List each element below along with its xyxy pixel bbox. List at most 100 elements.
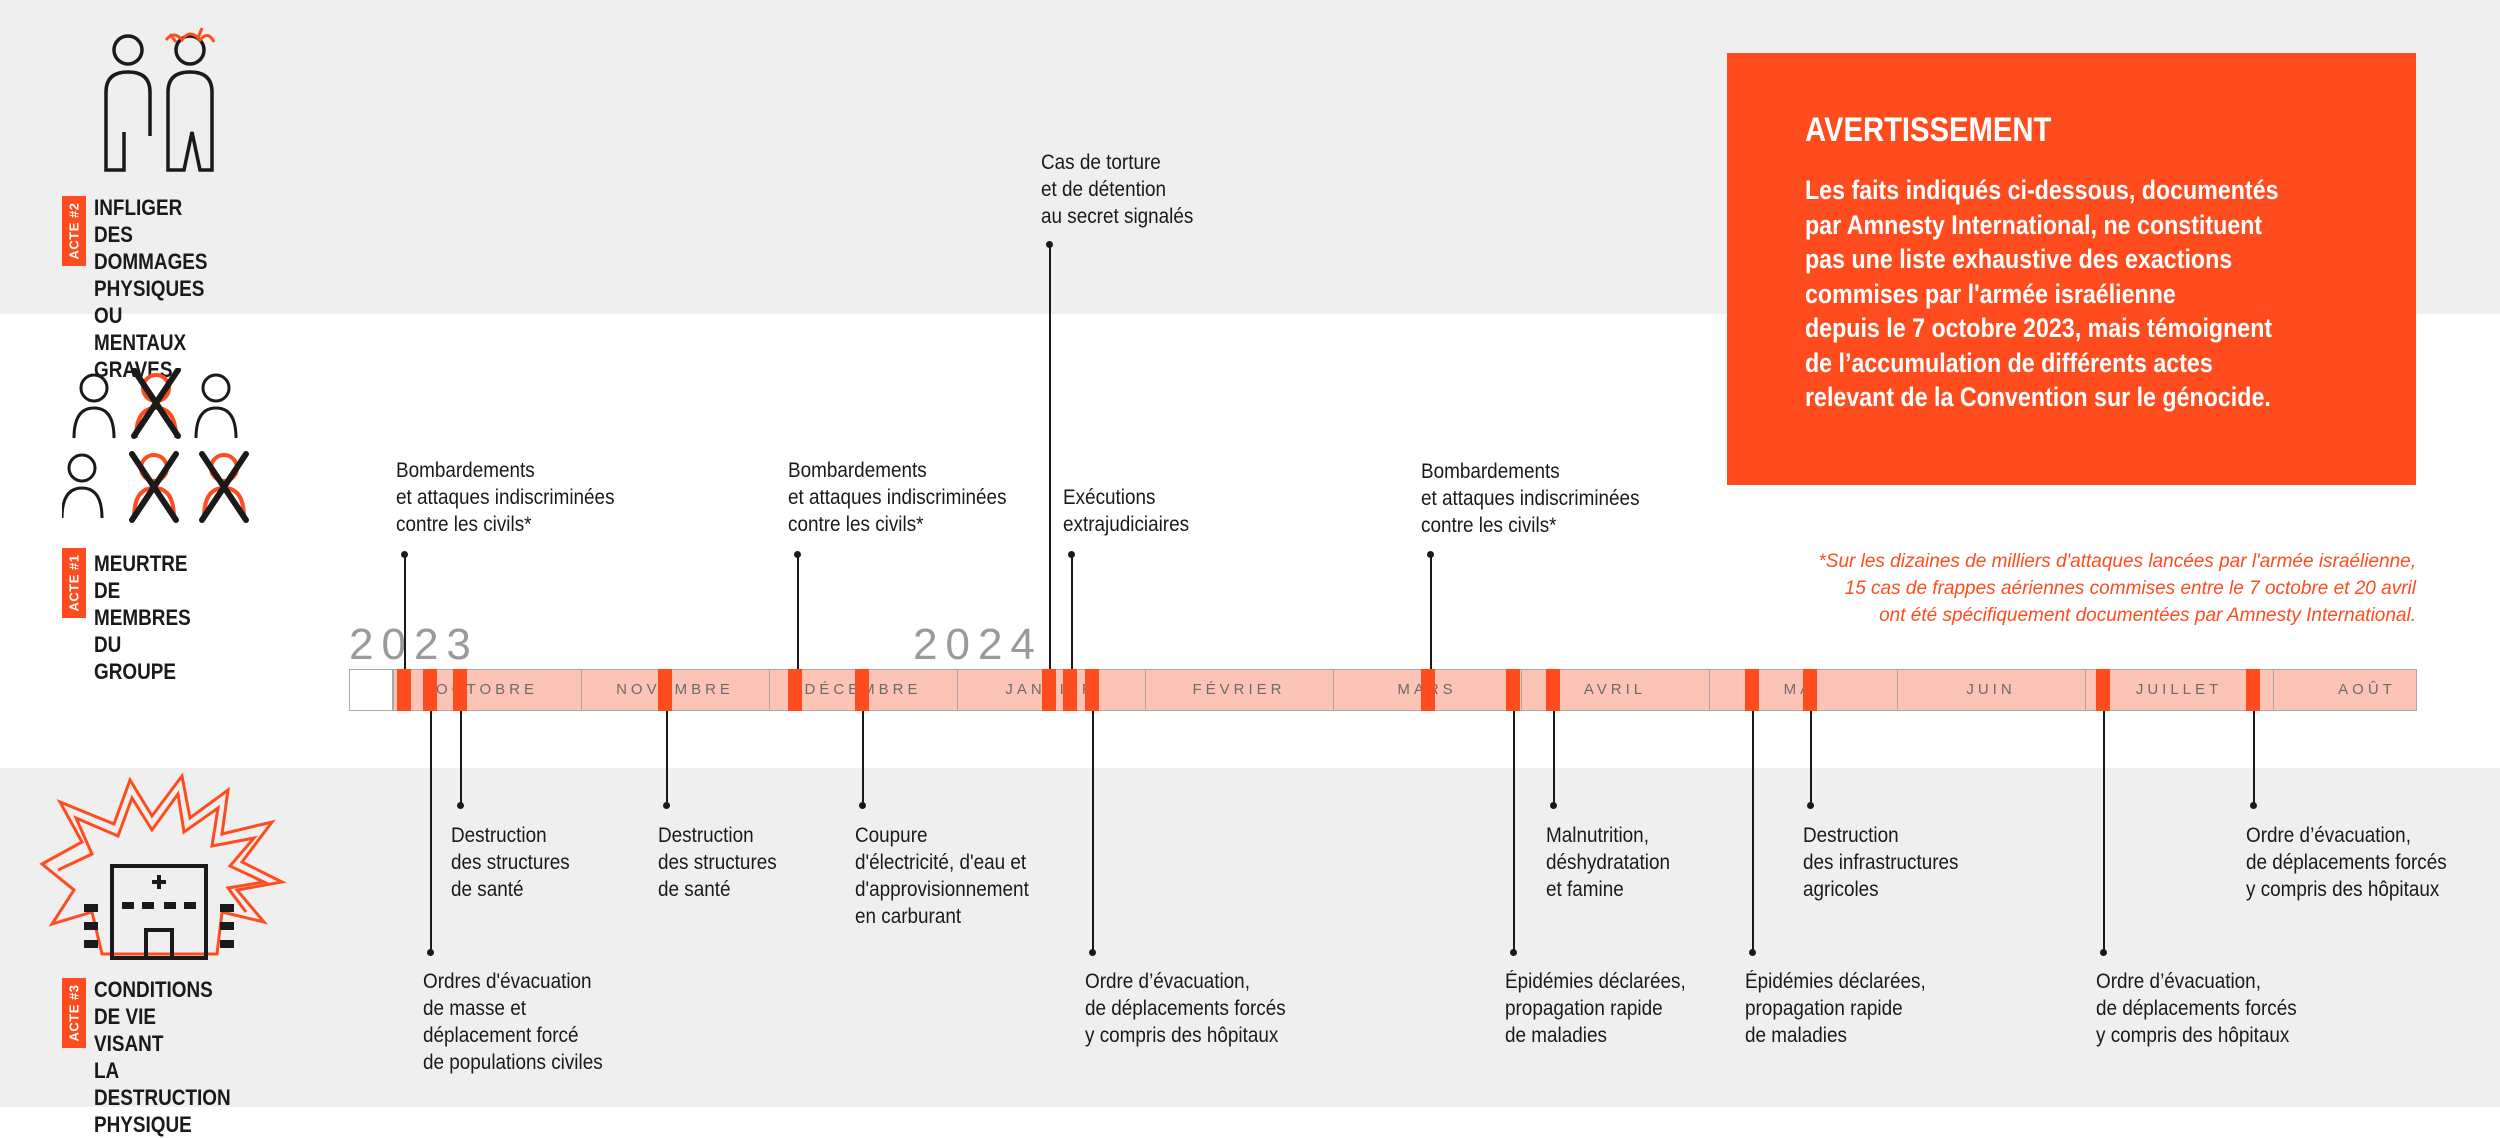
event-connector-dot xyxy=(401,551,408,558)
event-connector-line xyxy=(862,711,864,805)
event-connector-dot xyxy=(2250,802,2257,809)
timeline-divider xyxy=(769,669,770,711)
event-coupure-electricite: Coupure d'électricité, d'eau et d'approv… xyxy=(855,824,1029,928)
event-connector-dot xyxy=(1550,802,1557,809)
timeline-divider xyxy=(957,669,958,711)
timeline-month: JUIN xyxy=(1966,681,2016,698)
event-connector-dot xyxy=(457,802,464,809)
event-connector-line xyxy=(460,711,462,805)
event-connector-line xyxy=(1513,711,1515,952)
event-connector-dot xyxy=(2100,949,2107,956)
event-connector-line xyxy=(1071,554,1073,669)
timeline-event-marker xyxy=(1506,669,1520,711)
event-connector-dot xyxy=(663,802,670,809)
event-connector-dot xyxy=(1510,949,1517,956)
category-title: MEURTRE DE MEMBRES DU GROUPE xyxy=(94,551,191,684)
warning-body: Les faits indiqués ci-dessous, documenté… xyxy=(1805,175,2279,412)
destroyed-hospital-icon xyxy=(32,772,287,967)
acte-tag: ACTE #3 xyxy=(62,978,86,1048)
event-bombardements-mars: Bombardements et attaques indiscriminées… xyxy=(1421,460,1640,537)
category-title: CONDITIONS DE VIE VISANT LA DESTRUCTION … xyxy=(94,977,231,1137)
timeline-month: NOVEMBRE xyxy=(616,681,734,698)
timeline-divider xyxy=(1709,669,1710,711)
timeline-divider xyxy=(1521,669,1522,711)
event-connector-line xyxy=(2103,711,2105,952)
timeline-month: JUILLET xyxy=(2135,681,2223,698)
event-connector-dot xyxy=(1427,551,1434,558)
event-connector-dot xyxy=(794,551,801,558)
timeline-month: OCTOBRE xyxy=(436,681,538,698)
event-destruction-agricole: Destruction des infrastructures agricole… xyxy=(1803,824,1959,901)
event-evacuation-juillet: Ordre d’évacuation, de déplacements forc… xyxy=(2096,970,2297,1047)
footnote: *Sur les dizaines de milliers d'attaques… xyxy=(1818,551,2416,626)
timeline-event-marker xyxy=(1803,669,1817,711)
timeline-event-marker xyxy=(1546,669,1560,711)
event-epidemies-mai: Épidémies déclarées, propagation rapide … xyxy=(1745,970,1926,1047)
event-connector-line xyxy=(430,711,432,952)
timeline-event-marker xyxy=(1745,669,1759,711)
killed-persons-icon xyxy=(60,367,262,545)
event-executions: Exécutions extrajudiciaires xyxy=(1063,486,1190,536)
band-acte-3 xyxy=(0,768,2500,1107)
event-connector-dot xyxy=(427,949,434,956)
timeline-event-marker xyxy=(2246,669,2260,711)
event-connector-dot xyxy=(859,802,866,809)
timeline-month: AOÛT xyxy=(2338,681,2396,698)
event-destruction-sante-novembre: Destruction des structures de santé xyxy=(658,824,777,901)
event-destruction-sante-octobre: Destruction des structures de santé xyxy=(451,824,570,901)
timeline-event-marker xyxy=(2096,669,2110,711)
timeline-divider xyxy=(1145,669,1146,711)
event-connector-line xyxy=(404,554,406,669)
event-bombardements-decembre: Bombardements et attaques indiscriminées… xyxy=(788,459,1007,536)
timeline-event-marker xyxy=(1042,669,1056,711)
injured-persons-icon xyxy=(100,20,225,195)
event-connector-line xyxy=(1092,711,1094,952)
event-connector-dot xyxy=(1807,802,1814,809)
timeline-bar xyxy=(349,669,2417,711)
timeline-event-marker xyxy=(423,669,437,711)
timeline-divider xyxy=(1897,669,1898,711)
timeline-before-october xyxy=(349,669,393,711)
event-connector-line xyxy=(1752,711,1754,952)
event-connector-line xyxy=(797,554,799,669)
timeline-divider xyxy=(2273,669,2274,711)
event-connector-dot xyxy=(1046,241,1053,248)
category-title: INFLIGER DES DOMMAGES PHYSIQUES OU MENTA… xyxy=(94,195,208,382)
timeline-event-marker xyxy=(1063,669,1077,711)
event-connector-line xyxy=(1553,711,1555,805)
event-connector-dot xyxy=(1068,551,1075,558)
timeline-event-marker xyxy=(1421,669,1435,711)
timeline-month: FÉVRIER xyxy=(1192,681,1286,698)
event-connector-line xyxy=(666,711,668,805)
warning-box: AVERTISSEMENT Les faits indiqués ci-dess… xyxy=(1727,53,2416,485)
event-connector-dot xyxy=(1749,949,1756,956)
timeline-event-marker xyxy=(397,669,411,711)
event-malnutrition: Malnutrition, déshydratation et famine xyxy=(1546,824,1670,901)
timeline-event-marker xyxy=(453,669,467,711)
event-connector-line xyxy=(1430,554,1432,669)
event-evacuation-aout: Ordre d’évacuation, de déplacements forc… xyxy=(2246,824,2447,901)
timeline-divider xyxy=(2085,669,2086,711)
event-connector-dot xyxy=(1089,949,1096,956)
warning-title: AVERTISSEMENT xyxy=(1805,111,2052,149)
event-connector-line xyxy=(1049,244,1051,669)
event-torture-detention: Cas de torture et de détention au secret… xyxy=(1041,151,1194,228)
year-label: 2023 xyxy=(349,620,479,669)
event-epidemies-avril: Épidémies déclarées, propagation rapide … xyxy=(1505,970,1686,1047)
event-connector-line xyxy=(2253,711,2255,805)
event-bombardements-octobre: Bombardements et attaques indiscriminées… xyxy=(396,459,615,536)
event-connector-line xyxy=(1810,711,1812,805)
timeline-month: AVRIL xyxy=(1583,681,1647,698)
event-evacuation-janvier: Ordre d’évacuation, de déplacements forc… xyxy=(1085,970,1286,1047)
timeline-divider xyxy=(393,669,394,711)
timeline-event-marker xyxy=(855,669,869,711)
timeline-divider xyxy=(581,669,582,711)
acte-tag: ACTE #1 xyxy=(62,548,86,618)
timeline-divider xyxy=(1333,669,1334,711)
timeline-event-marker xyxy=(658,669,672,711)
timeline-event-marker xyxy=(788,669,802,711)
year-label: 2024 xyxy=(913,620,1043,669)
event-evacuation-masse: Ordres d'évacuation de masse et déplacem… xyxy=(423,970,603,1074)
acte-tag: ACTE #2 xyxy=(62,196,86,266)
timeline-event-marker xyxy=(1085,669,1099,711)
